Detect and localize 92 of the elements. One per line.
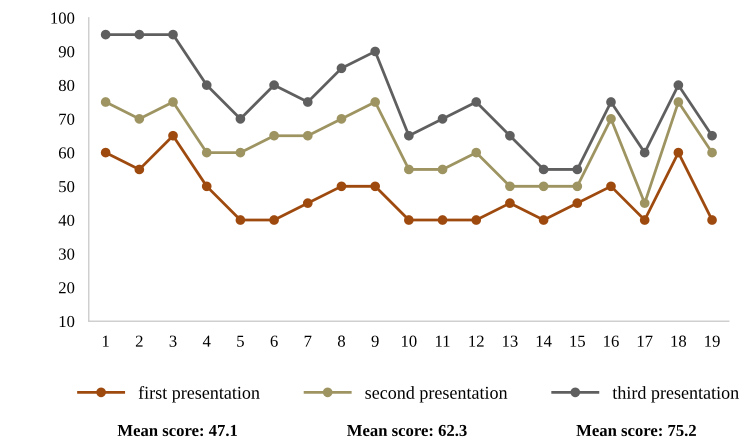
y-tick-label: 100 bbox=[51, 12, 74, 24]
point bbox=[438, 215, 448, 225]
x-tick-label: 17 bbox=[638, 336, 653, 347]
point bbox=[471, 148, 482, 158]
point bbox=[336, 181, 346, 192]
x-tick-label: 2 bbox=[136, 336, 143, 347]
text: Mean score: 47.1 bbox=[118, 424, 237, 436]
point bbox=[134, 164, 144, 174]
x-tick-label: 6 bbox=[270, 336, 278, 347]
point bbox=[269, 215, 279, 225]
point bbox=[302, 198, 313, 208]
x-tick-label: 19 bbox=[705, 336, 720, 347]
point bbox=[471, 97, 482, 107]
y-tick-label: 70 bbox=[59, 114, 74, 125]
point bbox=[269, 130, 279, 141]
point bbox=[202, 181, 212, 192]
y-tick-label: 30 bbox=[59, 248, 74, 260]
point bbox=[572, 198, 582, 208]
point bbox=[100, 97, 111, 107]
point bbox=[572, 164, 582, 174]
point bbox=[236, 148, 246, 158]
x-tick-label: 8 bbox=[338, 336, 345, 347]
point bbox=[640, 198, 650, 208]
x-tick-label: 9 bbox=[372, 336, 379, 347]
point bbox=[538, 181, 548, 192]
point bbox=[236, 215, 246, 225]
point bbox=[202, 80, 212, 90]
point bbox=[404, 164, 414, 174]
point bbox=[538, 215, 548, 225]
x-tick-label: 3 bbox=[170, 336, 177, 347]
point bbox=[404, 215, 414, 225]
x-tick-label: 15 bbox=[570, 336, 585, 347]
y-tick-label: 90 bbox=[58, 46, 74, 58]
legend-label: third presentation bbox=[612, 386, 739, 403]
point bbox=[674, 148, 684, 158]
x-tick-label: 1 bbox=[102, 336, 109, 347]
y-tick-label: 80 bbox=[58, 80, 74, 92]
point bbox=[707, 215, 717, 225]
point bbox=[236, 114, 246, 124]
y-tick-label: 10 bbox=[60, 316, 74, 328]
point bbox=[134, 114, 144, 124]
point bbox=[640, 215, 650, 225]
point bbox=[674, 80, 684, 90]
y-tick-label: 20 bbox=[58, 282, 74, 294]
point bbox=[168, 30, 178, 40]
x-tick-label: 13 bbox=[503, 336, 518, 347]
point bbox=[707, 130, 717, 141]
point bbox=[538, 164, 548, 174]
point bbox=[674, 97, 684, 107]
point bbox=[707, 148, 717, 158]
text: Mean score: 62.3 bbox=[347, 424, 467, 436]
x-tick-label: 12 bbox=[469, 336, 484, 347]
point bbox=[370, 181, 380, 192]
point bbox=[168, 97, 178, 107]
point bbox=[438, 114, 448, 124]
x-tick-label: 5 bbox=[237, 336, 244, 347]
x-tick-label: 4 bbox=[202, 336, 211, 347]
point bbox=[505, 130, 515, 141]
point bbox=[302, 130, 313, 141]
point bbox=[100, 30, 111, 40]
point bbox=[438, 164, 448, 174]
x-tick-label: 16 bbox=[604, 336, 619, 347]
point bbox=[269, 80, 279, 90]
point bbox=[370, 97, 380, 107]
y-tick-label: 60 bbox=[58, 147, 74, 159]
point bbox=[202, 148, 212, 158]
point bbox=[505, 198, 515, 208]
point bbox=[168, 130, 178, 141]
point bbox=[302, 97, 313, 107]
legend-label: second presentation bbox=[365, 386, 508, 403]
point bbox=[606, 114, 616, 124]
y-tick-label: 50 bbox=[59, 181, 74, 192]
point bbox=[606, 97, 616, 107]
point bbox=[404, 130, 414, 141]
point bbox=[572, 181, 582, 192]
point bbox=[505, 181, 515, 192]
point bbox=[336, 63, 346, 74]
y-tick-label: 40 bbox=[58, 214, 74, 226]
point bbox=[370, 46, 380, 56]
text: Mean score: 75.2 bbox=[576, 424, 696, 436]
x-tick-label: 18 bbox=[672, 336, 686, 347]
point bbox=[134, 30, 144, 40]
point bbox=[471, 215, 482, 225]
x-tick-label: 10 bbox=[402, 336, 417, 347]
x-tick-label: 11 bbox=[436, 336, 450, 347]
x-tick-label: 7 bbox=[304, 336, 312, 347]
point bbox=[100, 148, 111, 158]
point bbox=[640, 148, 650, 158]
legend-label: first presentation bbox=[138, 386, 260, 403]
x-tick-label: 14 bbox=[536, 336, 552, 347]
point bbox=[336, 114, 346, 124]
point bbox=[606, 181, 616, 192]
